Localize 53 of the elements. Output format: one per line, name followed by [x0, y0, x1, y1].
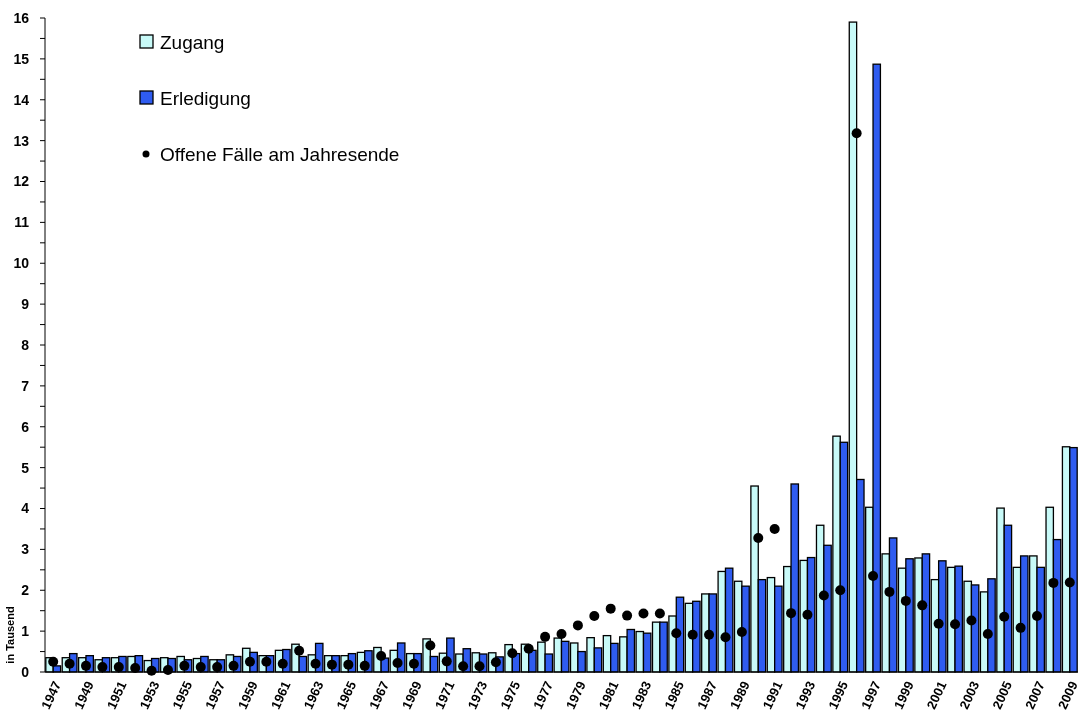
x-tick-label: 1965 [333, 678, 360, 712]
x-tick-label: 1973 [464, 678, 491, 712]
y-tick-label: 11 [14, 214, 30, 231]
y-tick-label: 16 [13, 9, 30, 26]
x-tick-label: 1995 [825, 678, 852, 712]
x-tick-label: 1981 [595, 678, 622, 712]
x-tick-label: 1985 [661, 678, 688, 712]
x-tick-label: 1975 [497, 678, 524, 712]
x-tick-label: 1955 [169, 678, 196, 712]
y-tick-label: 6 [21, 418, 30, 435]
x-tick-label: 2005 [989, 678, 1016, 712]
x-tick-label: 2007 [1022, 678, 1048, 712]
x-tick-label: 1951 [103, 678, 130, 712]
legend-label: Offene Fälle am Jahresende [160, 143, 400, 165]
x-tick-label: 1989 [726, 678, 753, 712]
x-tick-label: 1971 [431, 678, 458, 712]
x-tick-label: 1977 [530, 678, 556, 712]
x-tick-label: 1957 [202, 678, 229, 712]
y-axis-title: in Tausend [4, 606, 16, 664]
x-tick-label: 1967 [366, 678, 392, 712]
y-tick-label: 12 [13, 173, 30, 190]
y-tick-label: 8 [21, 336, 30, 353]
x-tick-label: 1953 [136, 678, 163, 712]
x-tick-label: 1959 [234, 678, 261, 712]
legend-label: Erledigung [160, 87, 251, 109]
y-tick-label: 1 [21, 623, 30, 640]
legend-label: Zugang [160, 31, 225, 53]
y-tick-label: 4 [21, 500, 30, 517]
x-tick-label: 1963 [300, 678, 327, 712]
x-tick-label: 1979 [562, 678, 589, 712]
x-tick-label: 1947 [38, 678, 65, 712]
y-tick-label: 2 [21, 582, 30, 599]
x-tick-label: 1961 [267, 678, 294, 712]
y-tick-label: 14 [13, 91, 30, 108]
y-tick-label: 7 [21, 377, 30, 394]
x-tick-label: 1969 [398, 678, 425, 712]
y-tick-label: 9 [21, 296, 30, 313]
x-tick-label: 1991 [759, 678, 786, 712]
y-tick-label: 15 [13, 50, 30, 67]
y-tick-label: 10 [13, 255, 30, 272]
x-tick-label: 1993 [792, 678, 819, 712]
x-tick-label: 1987 [694, 678, 720, 712]
x-tick-label: 1997 [858, 678, 884, 712]
x-tick-label: 1983 [628, 678, 655, 712]
x-tick-label: 1949 [71, 678, 97, 712]
y-tick-label: 5 [21, 459, 30, 476]
x-tick-label: 2001 [923, 678, 950, 712]
x-tick-label: 1999 [890, 678, 917, 712]
x-tick-label: 2003 [956, 678, 983, 712]
y-tick-label: 0 [21, 663, 30, 680]
y-tick-label: 13 [13, 132, 30, 149]
y-tick-label: 3 [21, 541, 30, 558]
x-tick-label: 2009 [1054, 678, 1081, 712]
